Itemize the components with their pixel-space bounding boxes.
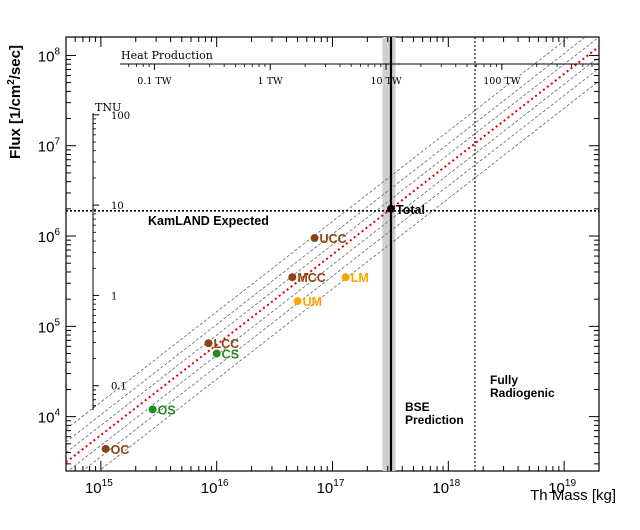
point-total bbox=[387, 204, 396, 213]
bse-prediction-label-2: Prediction bbox=[405, 413, 464, 427]
tnu-tick-label-4: 0.1 bbox=[111, 382, 127, 393]
y-tick-label-3: 106 bbox=[38, 227, 61, 246]
heat-tick-label-3: 10 TW bbox=[370, 76, 401, 87]
point-label-lm: LM bbox=[351, 271, 369, 285]
kamland-expected-label: KamLAND Expected bbox=[148, 214, 269, 228]
y-tick-label-1: 104 bbox=[38, 408, 61, 427]
y-tick-label-4: 107 bbox=[38, 137, 61, 156]
tnu-tick-label-1: 100 bbox=[111, 111, 130, 122]
point-mcc bbox=[288, 273, 297, 282]
x-tick-label-1: 1015 bbox=[85, 478, 113, 497]
point-label-um: UM bbox=[303, 295, 322, 309]
plot-frame bbox=[65, 36, 600, 472]
reference-lines-layer bbox=[66, 37, 599, 471]
heat-tick-label-2: 1 TW bbox=[258, 76, 283, 87]
point-os bbox=[148, 405, 157, 414]
model-range-line-3 bbox=[67, 56, 599, 471]
point-oc bbox=[101, 444, 110, 453]
x-tick-label-4: 1018 bbox=[432, 478, 460, 497]
heat-tick-label-4: 100 TW bbox=[483, 76, 520, 87]
bse-uncertainty-band bbox=[382, 37, 396, 471]
x-tick-label-3: 1017 bbox=[317, 478, 345, 497]
heat-tick-label-1: 0.1 TW bbox=[137, 76, 171, 87]
model-range-line-1 bbox=[98, 80, 599, 471]
model-range-line-6 bbox=[66, 37, 570, 430]
tnu-tick-label-3: 1 bbox=[111, 291, 117, 302]
y-axis-title: Flux [1/cm2/sec] bbox=[6, 45, 24, 159]
point-label-mcc: MCC bbox=[297, 271, 325, 285]
y-tick-label-5: 108 bbox=[38, 46, 61, 65]
point-lcc bbox=[204, 339, 213, 348]
point-cs bbox=[212, 349, 221, 358]
model-range-line-4 bbox=[66, 37, 599, 453]
fully-radiogenic-label-2: Radiogenic bbox=[490, 386, 555, 400]
point-label-ucc: UCC bbox=[320, 232, 347, 246]
point-lm bbox=[341, 273, 350, 282]
point-label-cs: CS bbox=[222, 348, 239, 362]
point-label-os: OS bbox=[158, 403, 176, 417]
heat-axis-title: Heat Production bbox=[121, 49, 213, 62]
point-label-oc: OC bbox=[111, 443, 130, 457]
tnu-axis-title: TNU bbox=[95, 101, 121, 114]
point-ucc bbox=[310, 234, 319, 243]
bse-prediction-label-1: BSE bbox=[405, 400, 430, 414]
trend-lines-layer bbox=[66, 37, 599, 471]
point-um bbox=[293, 297, 302, 306]
model-range-line-5 bbox=[66, 37, 586, 443]
main-axis-ticks: 1015 1016 1017 1018 1019 104 105 106 107 108 bbox=[38, 37, 600, 497]
x-tick-label-5: 1019 bbox=[548, 478, 576, 497]
tnu-tick-label-2: 10 bbox=[111, 201, 124, 212]
y-tick-label-2: 105 bbox=[38, 317, 61, 336]
heat-production-axis: Heat Production 0.1 TW 1 TW 10 TW 100 TW bbox=[120, 49, 599, 87]
point-label-total: Total bbox=[396, 203, 425, 217]
fully-radiogenic-label-1: Fully bbox=[490, 373, 518, 387]
bse-band-layer bbox=[382, 37, 396, 471]
point-label-lcc: LCC bbox=[214, 337, 240, 351]
x-tick-label-2: 1016 bbox=[201, 478, 229, 497]
model-range-line-2 bbox=[81, 67, 599, 471]
x-axis-title: Th Mass [kg] bbox=[530, 487, 616, 504]
